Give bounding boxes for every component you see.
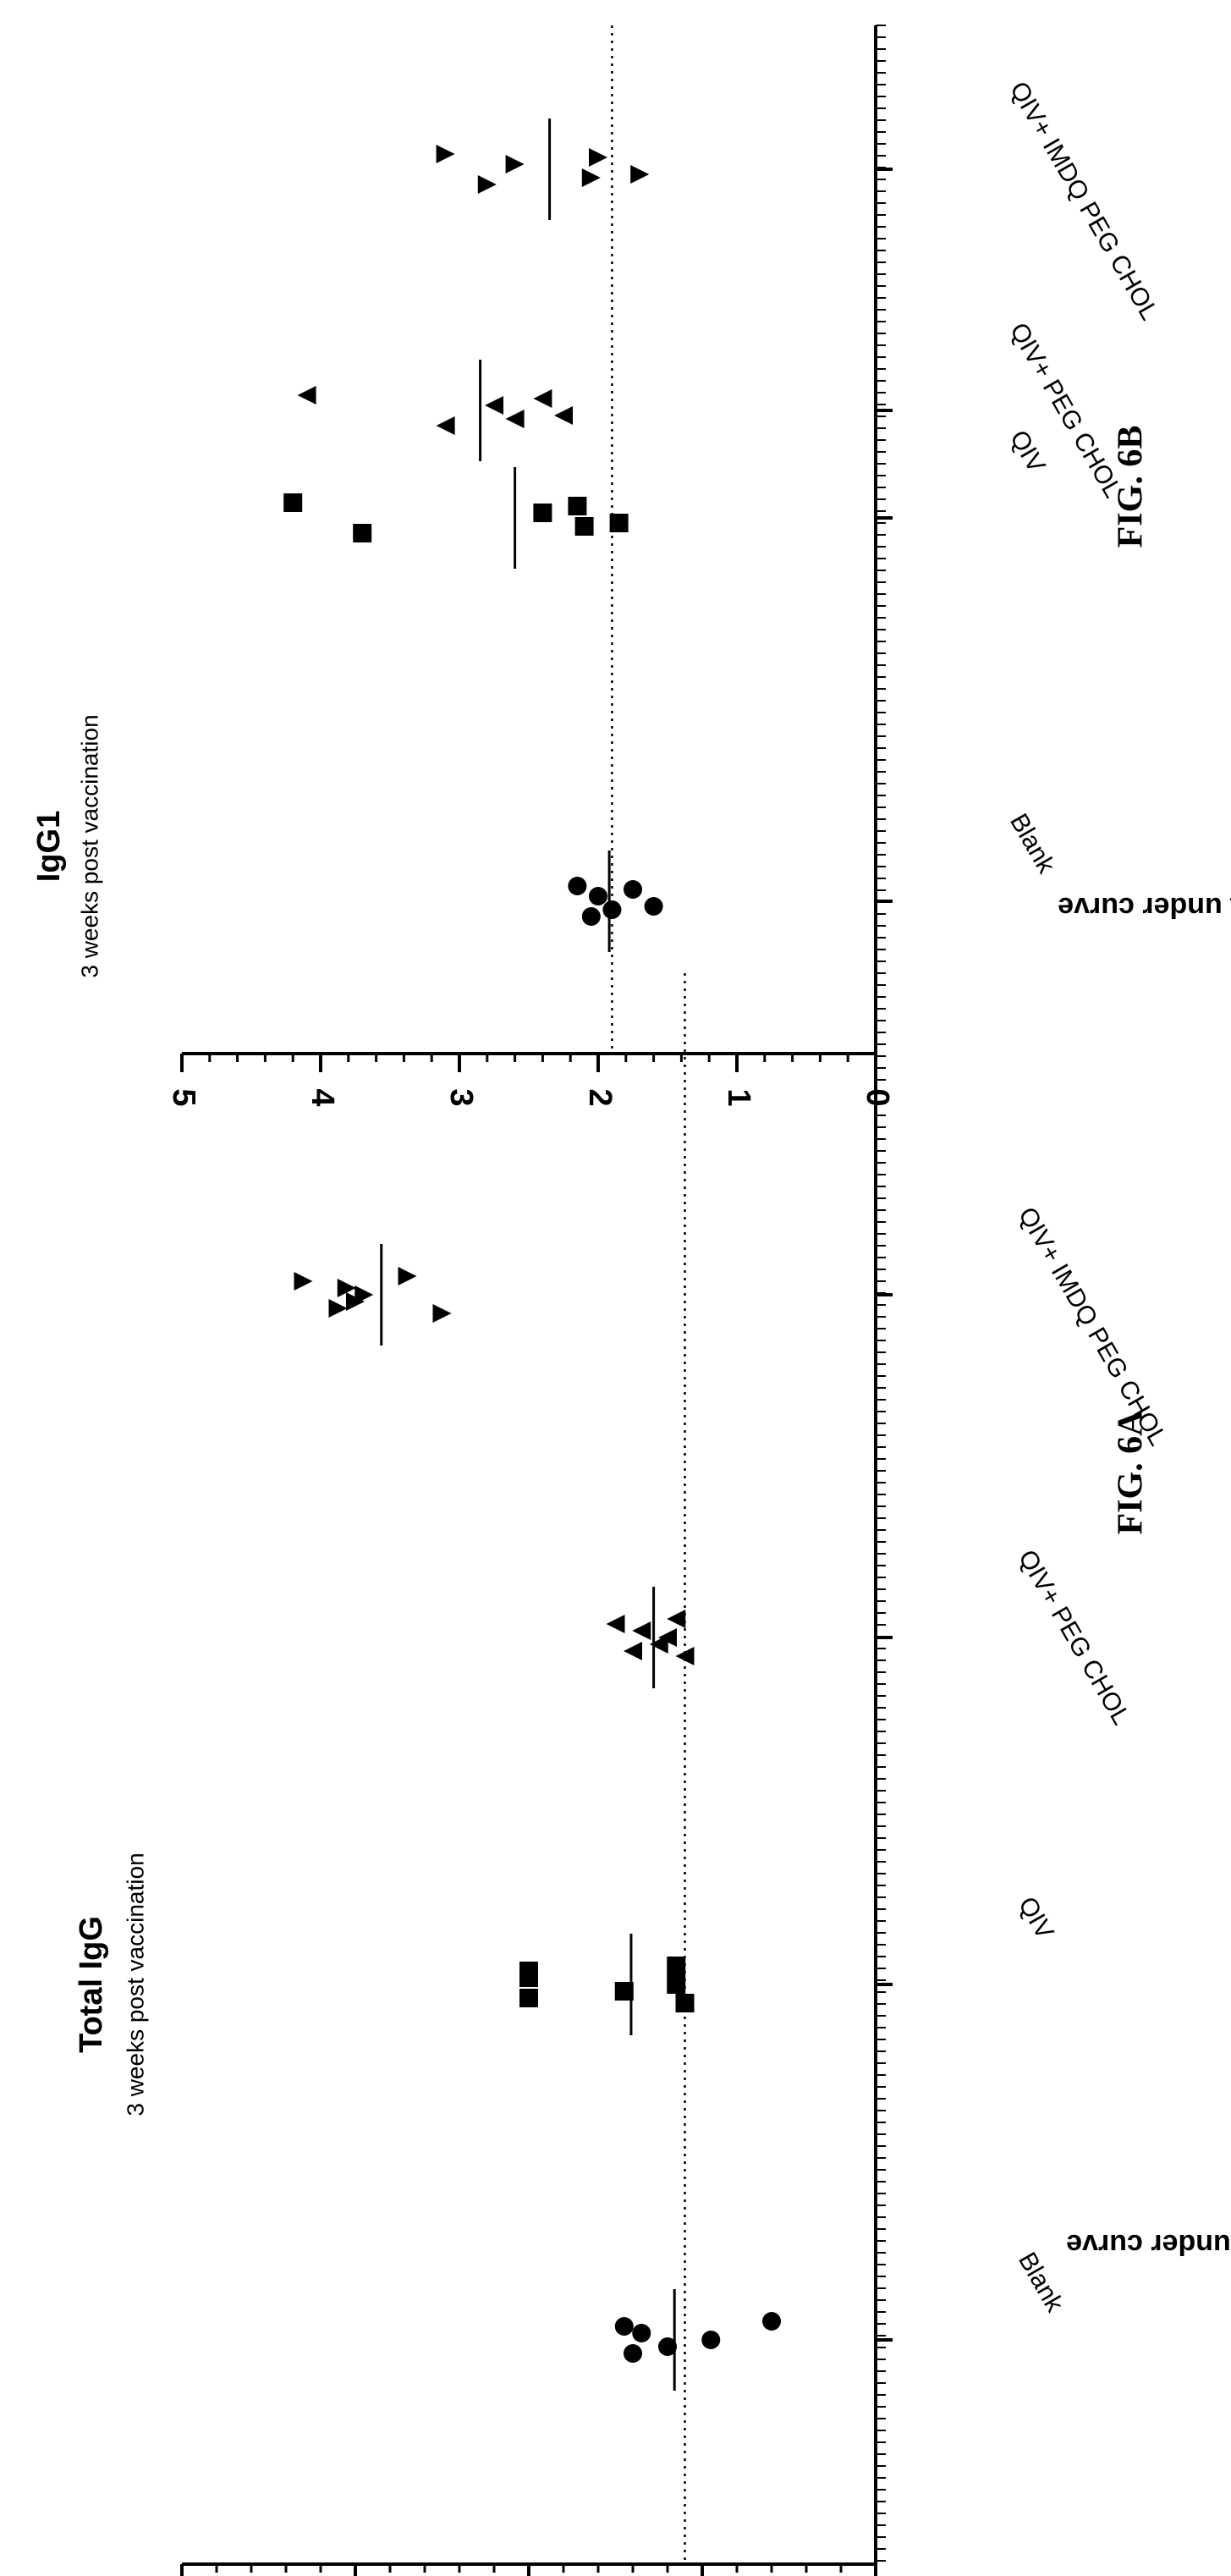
data-point (294, 1272, 313, 1291)
data-point (574, 517, 594, 536)
data-point (436, 145, 455, 163)
category-label: QIV (1004, 426, 1050, 477)
data-point (589, 887, 607, 905)
value-tick-label: 4 (305, 1088, 340, 1106)
data-point (568, 497, 587, 515)
data-point (762, 2312, 781, 2331)
data-point (624, 1642, 642, 1660)
data-point (519, 1989, 538, 2007)
value-tick-label: 0 (860, 1088, 895, 1106)
data-point (477, 175, 497, 194)
chart-title: IgG1 (31, 811, 67, 882)
data-point (505, 410, 525, 428)
data-point (568, 877, 587, 895)
data-point (644, 897, 663, 916)
data-point (297, 386, 316, 405)
data-point (353, 524, 372, 542)
data-point (624, 880, 642, 899)
data-point (519, 1968, 538, 1987)
data-point (533, 504, 552, 522)
chart-title: Total IgG (74, 1916, 109, 2053)
data-point (602, 900, 622, 919)
data-point (283, 493, 303, 512)
data-point (667, 1957, 686, 1975)
category-label: Blank (1004, 809, 1061, 878)
data-point (432, 1304, 452, 1323)
data-point (632, 1621, 651, 1640)
value-tick-label: 1 (721, 1088, 756, 1106)
data-point (505, 155, 525, 173)
value-tick-label: 2 (582, 1088, 618, 1106)
data-point (667, 1610, 686, 1628)
data-point (675, 1647, 695, 1665)
data-point (436, 416, 455, 435)
data-point (630, 165, 650, 184)
data-point (581, 907, 601, 926)
data-point (533, 389, 552, 408)
data-point (658, 2337, 677, 2356)
data-point (606, 1615, 625, 1633)
data-point (554, 406, 573, 425)
value-tick-label: 5 (166, 1088, 201, 1106)
category-label: Blank (1013, 2248, 1069, 2317)
chart-subtitle: 3 weeks post vaccination (122, 1852, 148, 2116)
y-axis-label: Area under curve (1058, 891, 1231, 923)
data-point (398, 1267, 417, 1285)
y-axis-label: Area under curve (1066, 2228, 1231, 2260)
category-label: QIV+ PEG CHOL (1013, 1545, 1135, 1730)
data-point (675, 1994, 695, 2012)
value-tick-label: 3 (443, 1088, 479, 1106)
data-point (354, 1285, 374, 1304)
category-label: QIV+ IMDQ PEG CHOL (1004, 77, 1163, 325)
data-point (658, 1628, 677, 1647)
data-point (624, 2344, 642, 2363)
data-point (667, 1975, 686, 1994)
data-point (589, 148, 607, 167)
chart-subtitle: 3 weeks post vaccination (76, 714, 102, 977)
data-point (485, 396, 503, 415)
data-point (632, 2324, 651, 2342)
data-point (581, 168, 601, 187)
figure-label: FIG. 6B (1112, 426, 1151, 548)
data-point (337, 1279, 356, 1297)
data-point (328, 1299, 348, 1318)
data-point (701, 2331, 721, 2349)
data-point (614, 1982, 634, 2001)
category-label: QIV+ PEG CHOL (1004, 318, 1127, 503)
data-point (614, 2317, 634, 2336)
category-label: QIV (1013, 1892, 1058, 1944)
figure-label: FIG. 6A (1112, 1410, 1151, 1535)
data-point (609, 514, 629, 532)
